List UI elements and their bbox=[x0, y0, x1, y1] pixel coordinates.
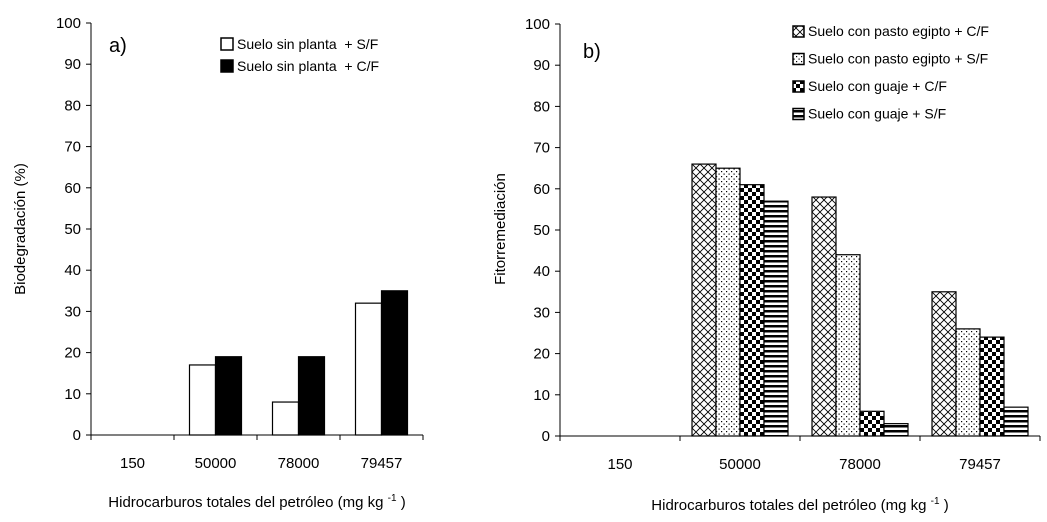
panel-a: 0 10 20 30 40 50 60 70 80 90 100 150 50000 78000 7945… bbox=[12, 15, 424, 511]
y-tick-label: 90 bbox=[64, 56, 81, 73]
y-tick-label: 20 bbox=[64, 345, 81, 362]
panel-b-label: b) bbox=[583, 41, 601, 63]
y-tick-label: 60 bbox=[533, 181, 550, 198]
panel-a-bars bbox=[188, 290, 409, 436]
x-tick-label: 150 bbox=[120, 455, 145, 472]
panel-b-x-axis-label-superscript: -1 bbox=[931, 496, 940, 507]
legend-label: Suelo con pasto egipto + S/F bbox=[808, 51, 988, 67]
legend-label: Suelo con pasto egipto + C/F bbox=[808, 23, 989, 39]
bar-b-s1-c1 bbox=[715, 167, 741, 437]
x-tick-label: 79457 bbox=[361, 455, 403, 472]
y-tick-label: 40 bbox=[533, 263, 550, 280]
legend-swatch bbox=[792, 107, 805, 121]
y-tick-label: 0 bbox=[73, 427, 81, 444]
x-tick-label: 78000 bbox=[278, 455, 320, 472]
x-tick-label: 50000 bbox=[719, 456, 761, 473]
y-tick-label: 30 bbox=[533, 304, 550, 321]
legend-label: Suelo con guaje + C/F bbox=[808, 78, 947, 94]
legend-swatch bbox=[220, 37, 234, 51]
x-tick-label: 79457 bbox=[959, 456, 1001, 473]
panel-b-x-axis-label: Hidrocarburos totales del petróleo (mg k… bbox=[651, 491, 948, 514]
panel-a-y-axis-label: Biodegradación (%) bbox=[12, 163, 29, 295]
y-tick-label: 20 bbox=[533, 346, 550, 363]
panel-b-legend: Suelo con pasto egipto + C/F Suelo con pa… bbox=[792, 23, 989, 122]
y-tick-label: 30 bbox=[64, 303, 81, 320]
bar-a-s0-c3 bbox=[354, 302, 383, 436]
panel-b: 0 10 20 30 40 50 60 70 80 90 100 150 50000 78000 7945… bbox=[492, 16, 1041, 514]
bar-b-s3-c3 bbox=[1003, 406, 1029, 437]
y-tick-label: 50 bbox=[64, 221, 81, 238]
y-tick-label: 70 bbox=[64, 139, 81, 156]
x-tick-label: 50000 bbox=[195, 455, 237, 472]
y-tick-label: 50 bbox=[533, 222, 550, 239]
panel-a-x-axis-label: Hidrocarburos totales del petróleo (mg k… bbox=[108, 488, 405, 511]
bar-b-s2-c3 bbox=[979, 336, 1005, 437]
legend-label: Suelo sin planta + S/F bbox=[237, 36, 378, 52]
y-tick-label: 80 bbox=[64, 97, 81, 114]
panel-b-bars bbox=[691, 163, 1029, 437]
y-tick-label: 100 bbox=[56, 15, 81, 32]
bar-b-s1-c3 bbox=[955, 328, 981, 437]
y-tick-label: 100 bbox=[525, 16, 550, 33]
panel-a-x-ticks: 150 50000 78000 79457 bbox=[90, 435, 424, 472]
bar-a-s1-c3 bbox=[380, 290, 409, 436]
y-tick-label: 10 bbox=[533, 387, 550, 404]
x-tick-label: 78000 bbox=[839, 456, 881, 473]
bar-a-s0-c1 bbox=[188, 364, 217, 436]
y-tick-label: 90 bbox=[533, 57, 550, 74]
panel-a-y-ticks: 0 10 20 30 40 50 60 70 80 90 100 bbox=[56, 15, 91, 444]
bar-b-s3-c1 bbox=[763, 200, 789, 437]
panel-b-y-ticks: 0 10 20 30 40 50 60 70 80 90 100 bbox=[525, 16, 560, 445]
panel-a-x-axis-label-close: ) bbox=[401, 494, 406, 511]
panel-a-x-axis-label-superscript: -1 bbox=[388, 493, 397, 504]
panel-b-y-axis-label: Fitorremediación bbox=[492, 173, 509, 285]
y-tick-label: 80 bbox=[533, 98, 550, 115]
bar-b-s2-c2 bbox=[859, 410, 885, 437]
y-tick-label: 60 bbox=[64, 180, 81, 197]
bar-b-s2-c1 bbox=[739, 184, 765, 437]
panel-a-legend: Suelo sin planta + S/F Suelo sin planta +… bbox=[220, 36, 379, 74]
legend-label: Suelo sin planta + C/F bbox=[237, 58, 379, 74]
y-tick-label: 10 bbox=[64, 386, 81, 403]
bar-b-s3-c2 bbox=[883, 423, 909, 437]
panel-b-x-axis-label-close: ) bbox=[944, 497, 949, 514]
bar-a-s1-c2 bbox=[297, 356, 326, 436]
bar-b-s0-c2 bbox=[811, 196, 837, 437]
y-tick-label: 0 bbox=[542, 428, 550, 445]
bar-a-s1-c1 bbox=[214, 356, 243, 436]
bar-b-s0-c3 bbox=[931, 291, 957, 437]
bar-a-s0-c2 bbox=[271, 401, 300, 436]
legend-swatch bbox=[792, 25, 805, 38]
panel-a-x-axis-label-main: Hidrocarburos totales del petróleo (mg k… bbox=[108, 494, 383, 511]
y-tick-label: 40 bbox=[64, 262, 81, 279]
panel-b-x-ticks: 150 50000 78000 79457 bbox=[559, 436, 1041, 473]
bar-b-s1-c2 bbox=[835, 254, 861, 437]
y-tick-label: 70 bbox=[533, 140, 550, 157]
legend-label: Suelo con guaje + S/F bbox=[808, 106, 946, 122]
legend-swatch bbox=[792, 80, 805, 93]
x-tick-label: 150 bbox=[607, 456, 632, 473]
panel-b-x-axis-label-main: Hidrocarburos totales del petróleo (mg k… bbox=[651, 497, 926, 514]
bar-b-s0-c1 bbox=[691, 163, 717, 437]
panel-a-label: a) bbox=[109, 35, 127, 57]
legend-swatch bbox=[792, 52, 805, 66]
legend-swatch bbox=[220, 59, 234, 73]
